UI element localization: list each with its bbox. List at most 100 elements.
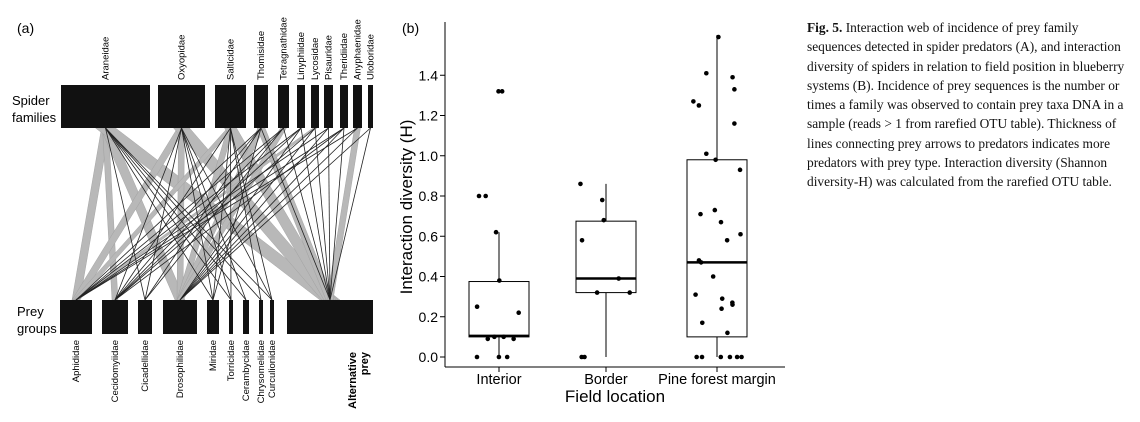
point-0-7 — [516, 310, 522, 316]
point-0-0 — [496, 89, 501, 94]
prey-box-8 — [259, 300, 263, 334]
prey-box-9 — [270, 300, 274, 334]
interaction-line-22 — [144, 127, 284, 301]
point-1-8 — [579, 354, 584, 360]
point-0-3 — [483, 193, 488, 199]
point-2-30 — [727, 354, 733, 360]
interaction-line-20 — [75, 127, 284, 301]
y-tick-label-1: 0.2 — [419, 309, 439, 325]
point-1-1 — [599, 197, 605, 203]
point-1-0 — [578, 181, 583, 187]
interaction-web: Araneidae Oxyopidae Salticidae Thomisidae Te… — [60, 17, 377, 403]
point-1-6 — [627, 290, 633, 295]
y-tick-label-5: 1.0 — [419, 148, 439, 164]
spider-label-8: Pisauridae — [324, 35, 335, 80]
spider-box-3 — [215, 85, 246, 128]
y-tick-label-0: 0.0 — [419, 349, 439, 365]
point-0-9 — [492, 334, 497, 340]
caption-text: Interaction web of incidence of prey fam… — [807, 20, 1125, 190]
point-0-14 — [496, 354, 502, 360]
interaction-line-30 — [314, 127, 331, 301]
prey-label-1: Aphididae — [71, 340, 82, 382]
interaction-line-39 — [179, 127, 358, 301]
point-2-13 — [738, 231, 743, 237]
interaction-line-7 — [144, 127, 182, 301]
point-0-6 — [474, 304, 480, 309]
caption-fig-label: Fig. 5. — [807, 20, 843, 35]
point-2-27 — [699, 354, 705, 360]
point-2-16 — [698, 260, 704, 265]
interaction-line-0 — [105, 127, 146, 301]
prey-box-5 — [207, 300, 219, 334]
spider-label-4: Thomisidae — [256, 31, 267, 80]
interaction-line-26 — [179, 127, 302, 301]
interaction-line-37 — [329, 127, 345, 301]
point-2-14 — [724, 237, 730, 243]
prey-label-6: Torricidae — [226, 340, 237, 381]
spider-box-2 — [158, 85, 205, 128]
spider-families-label-line2: families — [12, 110, 57, 125]
point-0-4 — [493, 229, 499, 235]
interaction-line-19 — [212, 127, 262, 301]
point-2-25 — [718, 354, 724, 360]
point-2-4 — [691, 99, 696, 104]
point-0-1 — [499, 89, 505, 94]
spider-label-6: Linyphiidae — [296, 32, 307, 80]
box-0 — [468, 281, 530, 338]
point-0-13 — [474, 354, 480, 360]
spider-box-10 — [353, 85, 362, 128]
interaction-line-34 — [75, 127, 345, 301]
interaction-line-35 — [114, 127, 345, 301]
prey-box-10 — [287, 300, 373, 334]
interaction-line-40 — [179, 127, 371, 301]
point-2-0 — [716, 34, 721, 40]
interaction-line-15 — [230, 127, 262, 301]
point-1-5 — [594, 290, 600, 295]
interaction-line-9 — [181, 127, 232, 301]
point-2-3 — [732, 87, 737, 92]
y-axis-title: Interaction diversity (H) — [397, 120, 416, 295]
prey-label-3: Cicadellidae — [140, 340, 151, 392]
interaction-line-16 — [75, 127, 262, 301]
point-2-10 — [712, 207, 718, 213]
prey-groups-label-line2: groups — [17, 321, 57, 336]
point-1-3 — [579, 237, 585, 243]
interaction-line-32 — [179, 127, 329, 301]
point-2-9 — [737, 167, 743, 173]
point-2-8 — [713, 157, 718, 163]
spider-box-4 — [254, 85, 268, 128]
prey-groups-label-line1: Prey — [17, 304, 44, 319]
point-2-18 — [693, 292, 698, 297]
interaction-line-23 — [283, 127, 331, 301]
prey-label-4: Drosophilidae — [175, 340, 186, 398]
point-1-4 — [616, 276, 622, 281]
spider-label-11: Uloboridae — [366, 34, 377, 80]
panel-a-label: (a) — [17, 20, 34, 36]
point-0-10 — [485, 336, 491, 342]
spider-box-1 — [61, 85, 150, 128]
interaction-line-13 — [212, 127, 231, 301]
prey-box-1 — [60, 300, 92, 334]
interaction-line-25 — [114, 127, 302, 301]
prey-label-alternative-line1: Alternative — [347, 352, 359, 409]
prey-label-8: Chrysomelidae — [256, 340, 267, 403]
prey-box-2 — [102, 300, 128, 334]
point-0-8 — [501, 334, 506, 340]
interaction-line-11 — [181, 127, 273, 301]
point-2-24 — [725, 330, 730, 336]
point-2-19 — [719, 296, 725, 301]
spider-label-1: Araneidae — [101, 37, 112, 80]
interaction-line-36 — [179, 127, 345, 301]
spider-box-6 — [297, 85, 305, 128]
point-2-2 — [730, 74, 735, 80]
point-2-21 — [730, 302, 735, 307]
point-2-7 — [704, 151, 709, 157]
point-2-22 — [719, 306, 724, 312]
interaction-line-38 — [75, 127, 358, 301]
interaction-line-28 — [114, 127, 316, 301]
spider-box-9 — [340, 85, 348, 128]
box-1 — [575, 220, 637, 294]
spider-label-2: Oxyopidae — [177, 35, 188, 80]
prey-box-7 — [243, 300, 249, 334]
